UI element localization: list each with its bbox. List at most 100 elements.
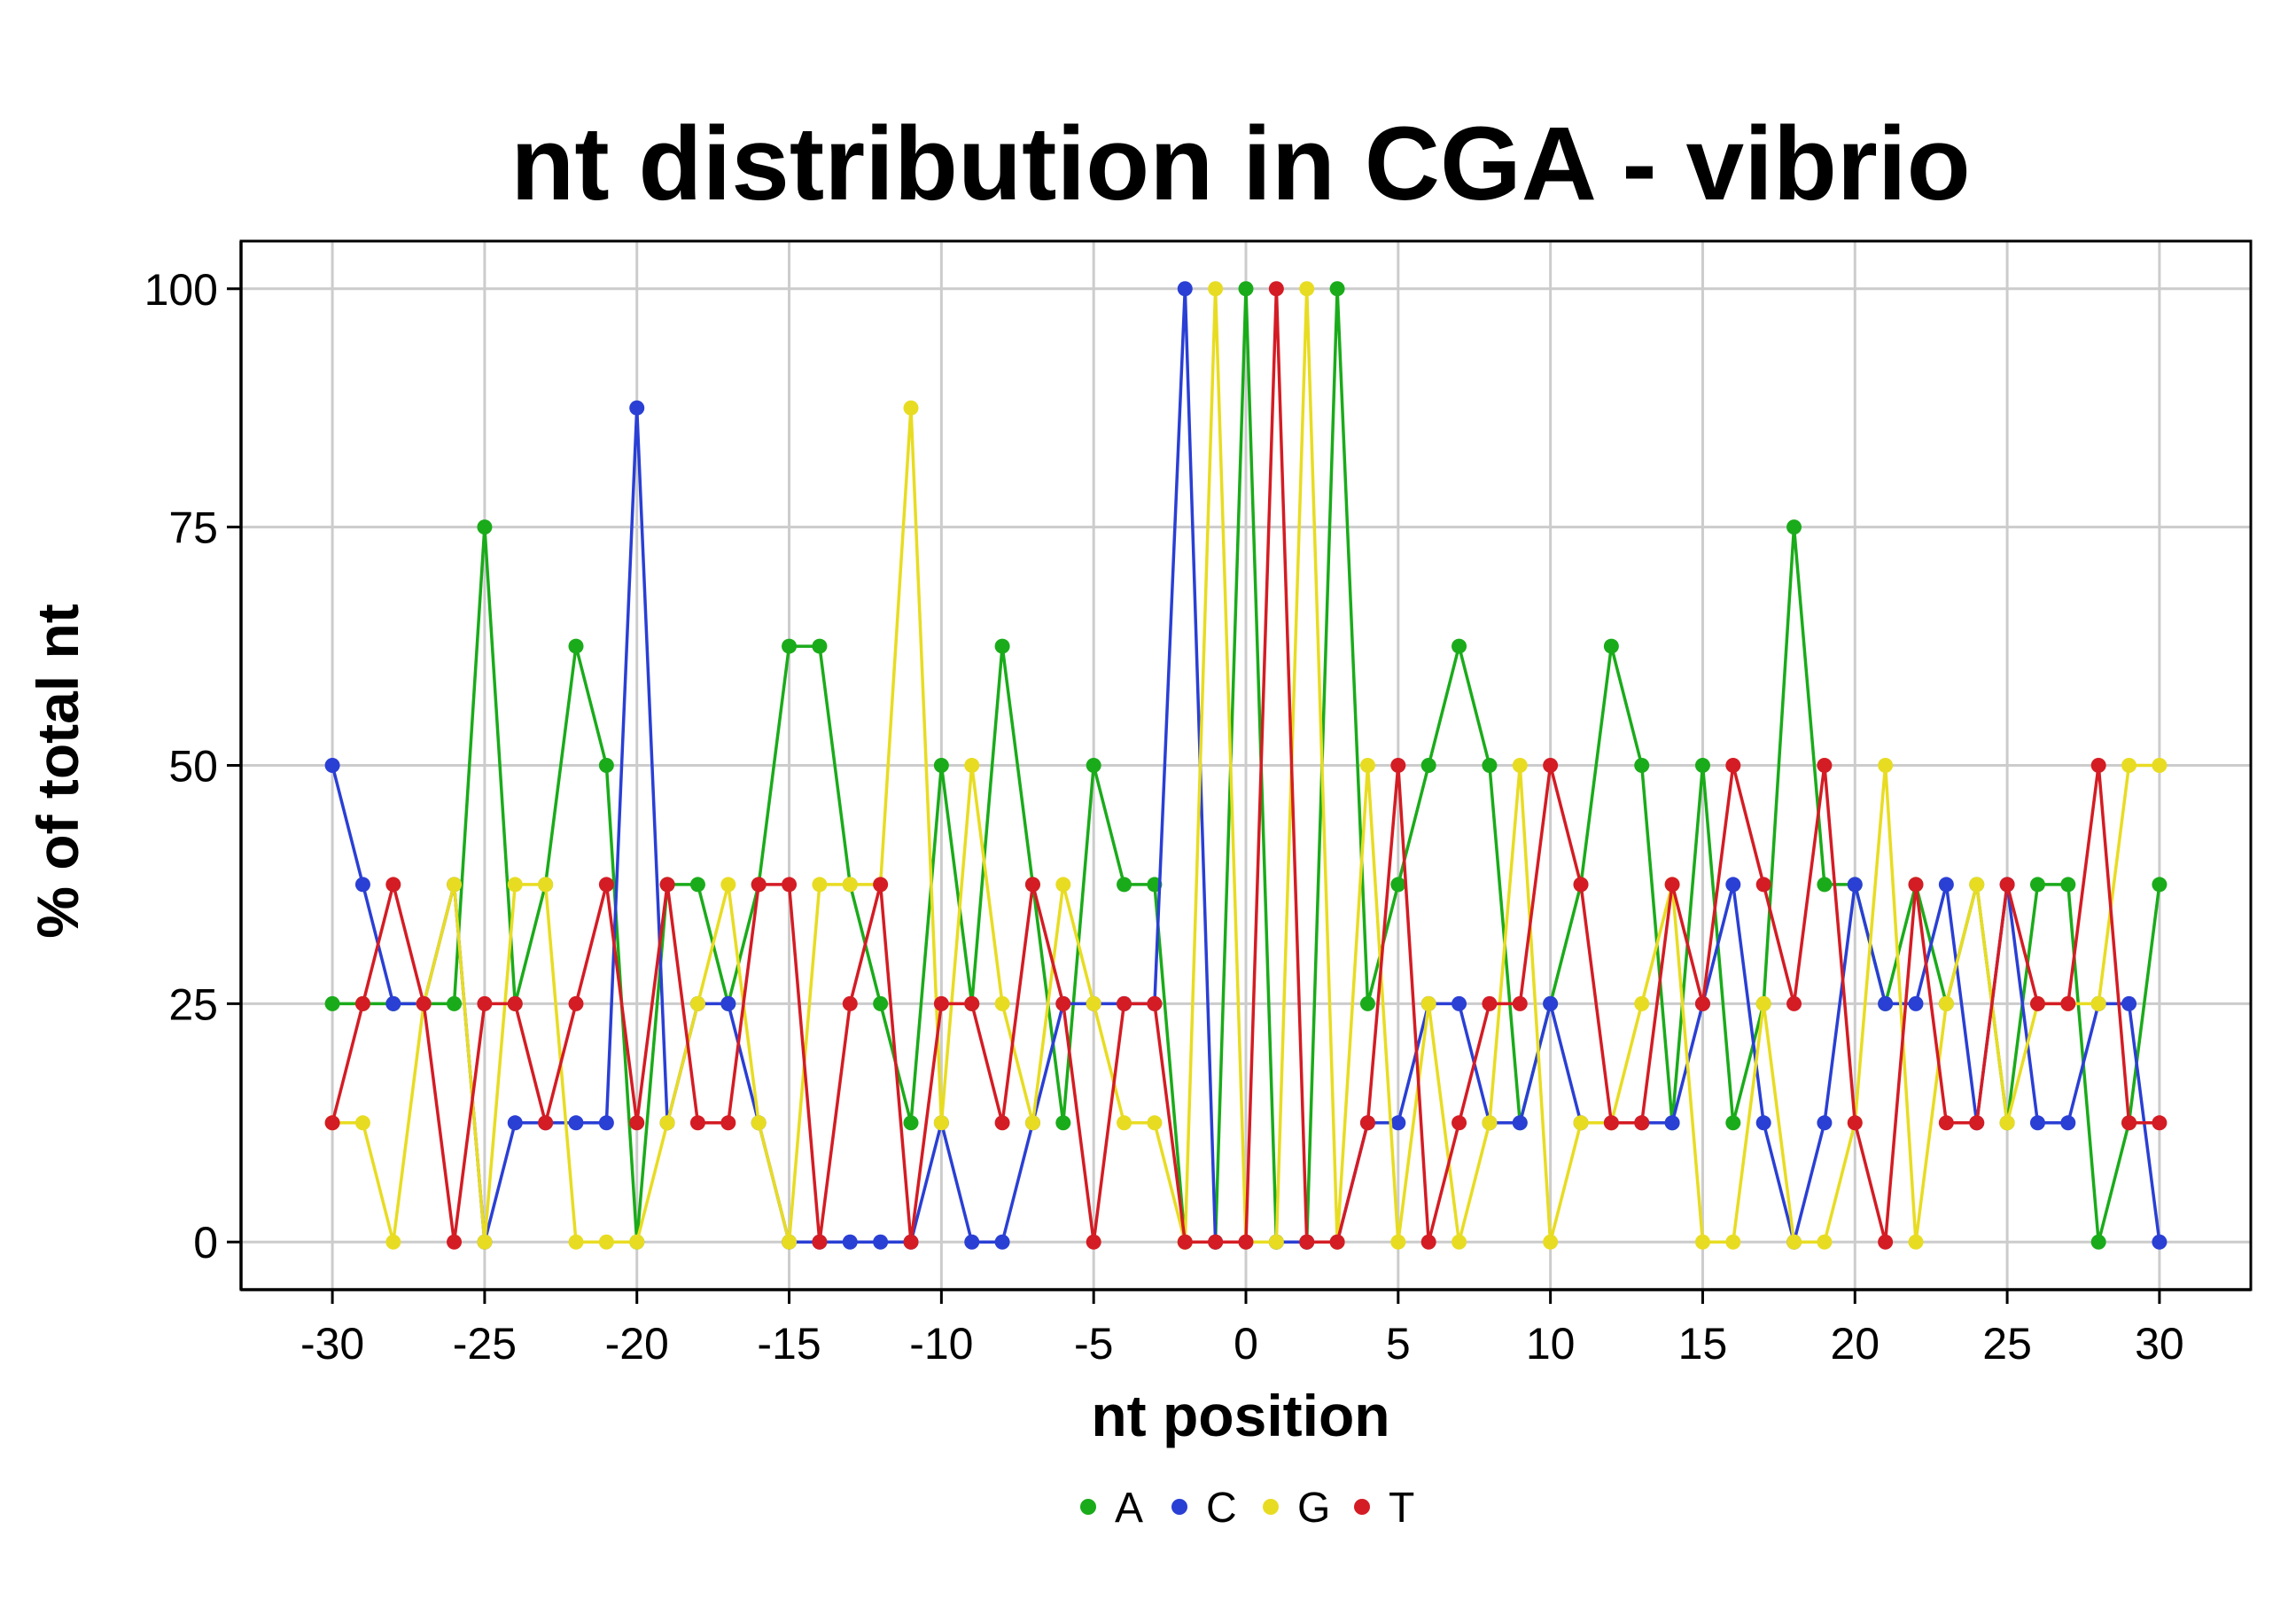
data-point-A (1390, 877, 1406, 893)
data-point-C (598, 1115, 614, 1131)
data-point-C (873, 1234, 889, 1250)
data-point-C (1177, 281, 1193, 297)
data-point-T (629, 1115, 645, 1131)
data-point-T (1694, 995, 1710, 1011)
x-tick-label: 10 (1526, 1319, 1576, 1369)
data-point-A (2090, 1234, 2106, 1250)
data-point-G (1055, 877, 1071, 893)
data-point-G (994, 995, 1010, 1011)
data-point-G (2152, 758, 2168, 773)
data-point-C (2121, 995, 2137, 1011)
data-point-G (538, 877, 554, 893)
x-tick-label: 15 (1678, 1319, 1728, 1369)
data-point-G (659, 1115, 675, 1131)
data-point-T (1634, 1115, 1650, 1131)
legend-item-G: G (1263, 1485, 1330, 1532)
data-point-G (1878, 758, 1894, 773)
data-point-A (1482, 758, 1498, 773)
y-tick-label: 25 (168, 979, 218, 1029)
data-point-C (354, 877, 370, 893)
data-point-A (2152, 877, 2168, 893)
data-point-T (2121, 1115, 2137, 1131)
data-point-T (598, 877, 614, 893)
series-T (324, 281, 2168, 1250)
data-point-G (385, 1234, 401, 1250)
data-point-G (1755, 995, 1771, 1011)
data-point-C (1452, 995, 1467, 1011)
legend-item-T: T (1354, 1485, 1414, 1532)
data-point-T (1969, 1115, 1985, 1131)
data-point-A (1694, 758, 1710, 773)
data-point-T (477, 995, 493, 1011)
data-point-G (1147, 1115, 1163, 1131)
x-tick-label: 5 (1386, 1319, 1411, 1369)
data-point-T (1664, 877, 1680, 893)
x-tick-label: 30 (2135, 1319, 2184, 1369)
data-point-T (1938, 1115, 1954, 1131)
data-point-G (1999, 1115, 2015, 1131)
data-point-G (842, 877, 858, 893)
data-point-G (477, 1234, 493, 1250)
data-point-G (1390, 1234, 1406, 1250)
data-point-T (1086, 1234, 1101, 1250)
data-point-C (720, 995, 736, 1011)
data-point-G (720, 877, 736, 893)
data-point-A (933, 758, 949, 773)
data-point-G (507, 877, 523, 893)
x-tick-label: -25 (453, 1319, 517, 1369)
data-point-T (689, 1115, 705, 1131)
data-point-C (842, 1234, 858, 1250)
data-point-G (2121, 758, 2137, 773)
data-point-A (1420, 758, 1436, 773)
data-point-G (751, 1115, 767, 1131)
data-point-A (1238, 281, 1254, 297)
data-point-T (385, 877, 401, 893)
data-point-G (598, 1234, 614, 1250)
legend-item-C: C (1171, 1485, 1237, 1532)
chart-title: nt distribution in CGA - vibrio (510, 105, 1970, 222)
data-point-T (1786, 995, 1802, 1011)
data-point-G (1817, 1234, 1833, 1250)
y-tick-label: 75 (168, 503, 218, 553)
data-point-T (1573, 877, 1589, 893)
y-tick-label: 50 (168, 742, 218, 792)
grid-lines (241, 241, 2251, 1290)
data-point-C (2152, 1234, 2168, 1250)
data-point-T (1055, 995, 1071, 1011)
data-point-T (933, 995, 949, 1011)
data-point-C (964, 1234, 980, 1250)
data-point-T (1999, 877, 2015, 893)
data-point-T (568, 995, 584, 1011)
data-point-C (1512, 1115, 1528, 1131)
data-point-T (751, 877, 767, 893)
data-point-C (1938, 877, 1954, 893)
data-point-T (1024, 877, 1040, 893)
legend-label: A (1115, 1485, 1143, 1532)
data-point-A (1603, 638, 1619, 654)
data-point-G (1908, 1234, 1924, 1250)
data-point-T (1878, 1234, 1894, 1250)
data-point-T (2060, 995, 2076, 1011)
data-point-T (1390, 758, 1406, 773)
data-point-G (1268, 1234, 1284, 1250)
data-point-A (1817, 877, 1833, 893)
data-point-T (324, 1115, 340, 1131)
data-point-G (1117, 1115, 1132, 1131)
legend-marker (1354, 1499, 1370, 1515)
x-tick-label: -30 (300, 1319, 364, 1369)
data-point-G (1024, 1115, 1040, 1131)
data-point-G (354, 1115, 370, 1131)
data-point-C (568, 1115, 584, 1131)
data-point-A (477, 519, 493, 535)
data-point-T (354, 995, 370, 1011)
data-point-T (1847, 1115, 1863, 1131)
legend-label: T (1389, 1485, 1414, 1532)
data-point-T (2029, 995, 2045, 1011)
axes: -30 -25 -20 -15 -10 -5 0 5 10 15 20 25 30 0 25 50 75 100 (144, 239, 2253, 1369)
data-point-T (1359, 1115, 1375, 1131)
data-point-C (507, 1115, 523, 1131)
data-point-G (1482, 1115, 1498, 1131)
